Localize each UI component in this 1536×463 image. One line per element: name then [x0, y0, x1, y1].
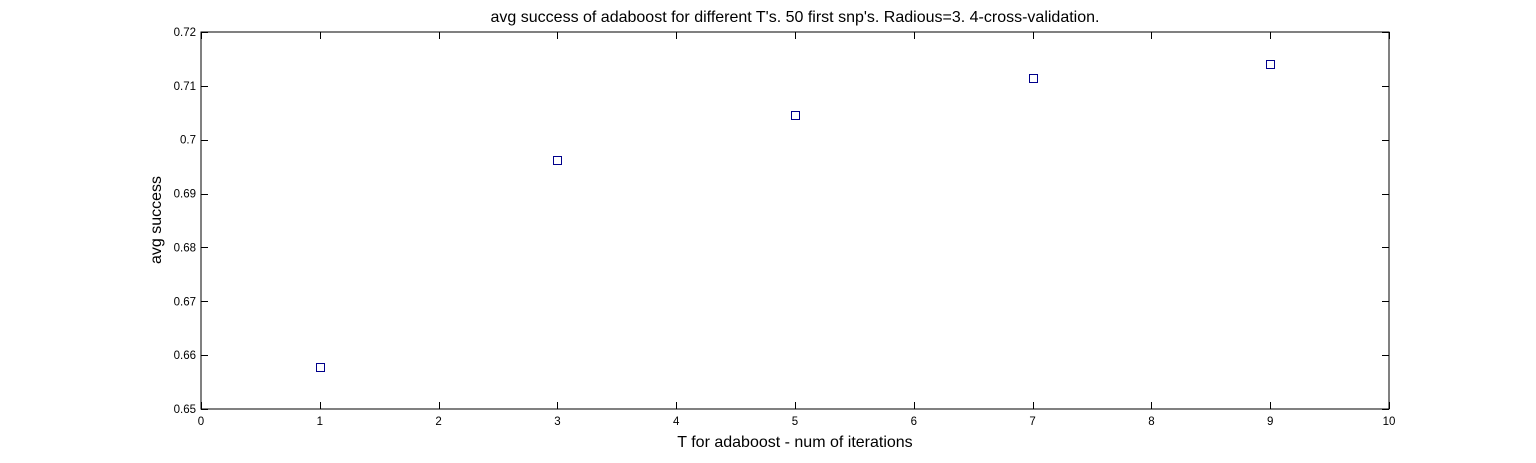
y-tick-label: 0.65: [174, 404, 196, 416]
y-tick-label: 0.68: [174, 242, 196, 254]
x-tick-label: 10: [1383, 416, 1396, 428]
y-axis: 0.65 0.66 0.67 0.68 0.69 0.7 0.71 0.72: [174, 27, 1389, 416]
x-axis-label: T for adaboost - num of iterations: [677, 434, 912, 451]
data-point-square: [1266, 60, 1275, 69]
x-tick-label: 8: [1148, 416, 1154, 428]
x-axis: 0 1 2 3 4 5 6 7 8 9 10: [198, 32, 1396, 428]
y-tick-label: 0.69: [174, 189, 196, 201]
data-point-square: [316, 363, 325, 372]
x-tick-label: 7: [1029, 416, 1035, 428]
y-tick-label: 0.7: [180, 135, 196, 147]
data-point-square: [1029, 74, 1038, 83]
data-point-square: [791, 111, 800, 120]
x-tick-label: 9: [1267, 416, 1273, 428]
data-points: [316, 60, 1275, 372]
plot-area: [200, 31, 1390, 410]
y-tick-label: 0.67: [174, 296, 196, 308]
x-tick-label: 1: [317, 416, 323, 428]
x-tick-label: 0: [198, 416, 204, 428]
y-axis-label: avg success: [148, 176, 165, 264]
y-tick-label: 0.71: [174, 81, 196, 93]
y-tick-label: 0.72: [174, 27, 196, 39]
x-tick-label: 4: [673, 416, 680, 428]
chart-title: avg success of adaboost for different T'…: [491, 9, 1100, 26]
data-point-square: [553, 156, 562, 165]
x-tick-label: 3: [554, 416, 560, 428]
y-tick-label: 0.66: [174, 350, 196, 362]
x-tick-label: 2: [435, 416, 441, 428]
x-tick-label: 6: [911, 416, 917, 428]
x-tick-label: 5: [792, 416, 798, 428]
